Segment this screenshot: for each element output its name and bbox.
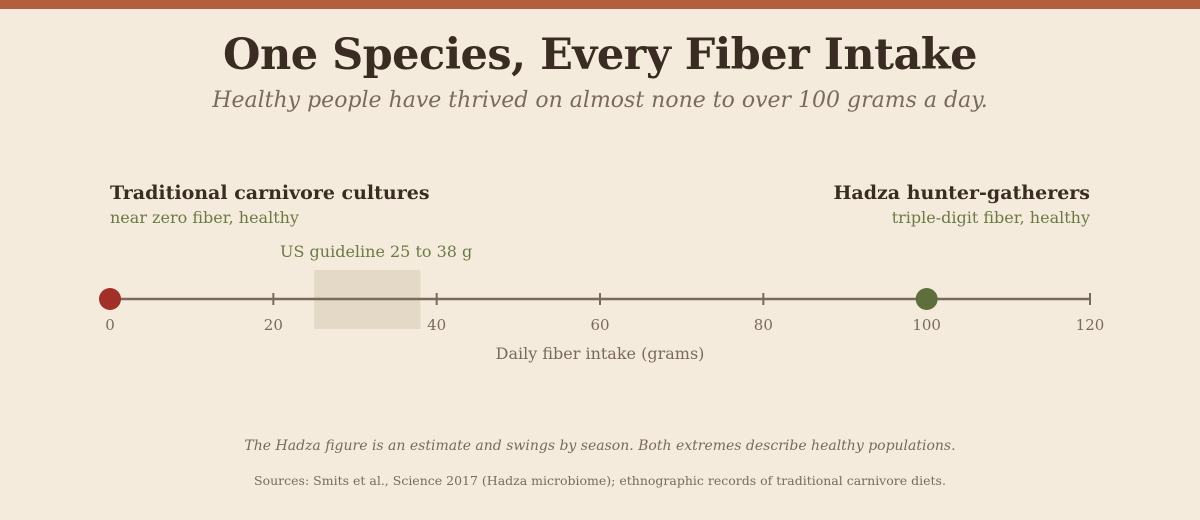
footnote: The Hadza figure is an estimate and swin… <box>244 438 956 454</box>
chart-title: One Species, Every Fiber Intake <box>223 30 977 80</box>
guideline-band-label: US guideline 25 to 38 g <box>280 242 473 261</box>
x-axis-label: Daily fiber intake (grams) <box>495 344 705 363</box>
hadza-data-point <box>915 288 938 310</box>
carnivore-label-title: Traditional carnivore cultures <box>110 182 430 204</box>
x-axis-tick-label: 80 <box>754 316 773 334</box>
carnivore-data-point <box>99 288 121 310</box>
x-axis-tick-label: 120 <box>1076 316 1105 334</box>
x-axis-tick-label: 0 <box>105 316 115 334</box>
x-axis-tick-label: 100 <box>912 316 941 334</box>
sources-note: Sources: Smits et al., Science 2017 (Had… <box>254 473 946 488</box>
x-axis-tick-label: 40 <box>427 316 446 334</box>
hadza-label-description: triple-digit fiber, healthy <box>891 208 1090 227</box>
hadza-label-title: Hadza hunter-gatherers <box>833 182 1090 204</box>
chart-subtitle: Healthy people have thrived on almost no… <box>212 88 988 113</box>
x-axis-tick-label: 60 <box>590 316 609 334</box>
carnivore-label-description: near zero fiber, healthy <box>110 208 299 227</box>
accent-top-bar <box>0 0 1200 9</box>
x-axis-tick-label: 20 <box>264 316 283 334</box>
